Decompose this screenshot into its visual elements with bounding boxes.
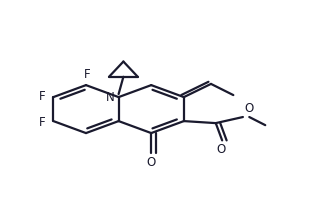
Text: F: F: [39, 90, 45, 103]
Text: F: F: [84, 68, 91, 81]
Text: N: N: [106, 91, 115, 104]
Text: F: F: [39, 116, 45, 129]
Text: O: O: [244, 102, 254, 115]
Text: O: O: [216, 143, 225, 156]
Text: O: O: [147, 156, 156, 170]
